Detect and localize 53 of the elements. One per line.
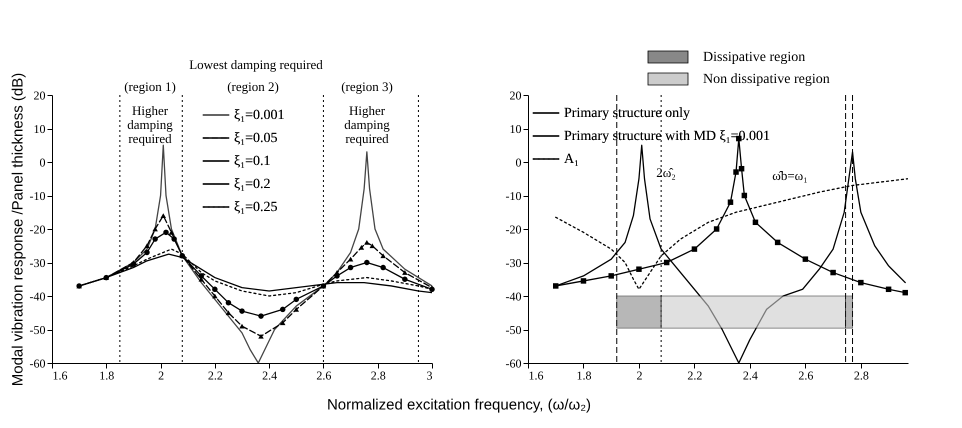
x-tick-label: 1.6 xyxy=(52,368,68,382)
x-tick-label: 1.8 xyxy=(576,368,592,382)
x-tick-label: 2.4 xyxy=(262,368,278,382)
annotation: ω̂b=ω₁ xyxy=(772,168,808,183)
y-tick-label: 10 xyxy=(34,122,46,136)
legend-label: ξ₁=0.05 xyxy=(234,131,278,146)
x-axis-title: Normalized excitation frequency, (ω/ω₂) xyxy=(326,396,592,414)
y-tick-label: 10 xyxy=(510,122,522,136)
y-tick-label: 0 xyxy=(516,156,522,170)
text: (region 2) xyxy=(227,79,279,94)
x-tick-label: 2.4 xyxy=(742,368,758,382)
x-tick-label: 2.2 xyxy=(208,368,223,382)
y-tick-label: -20 xyxy=(30,222,46,236)
y-tick-label: -50 xyxy=(30,323,46,337)
x-tick-label: 2 xyxy=(158,368,164,382)
y-tick-label: 0 xyxy=(40,156,46,170)
text: (region 1) xyxy=(124,79,176,94)
x-tick-label: 2.8 xyxy=(370,368,386,382)
x-tick-label: 2.6 xyxy=(798,368,814,382)
text: Lowest damping required xyxy=(189,57,324,72)
legend-label: ξ₁=0.1 xyxy=(234,154,271,169)
x-tick-label: 1.8 xyxy=(99,368,114,382)
legend-label: ξ₁=0.2 xyxy=(234,177,271,192)
legend-label: ξ₁=0.001 xyxy=(234,108,285,123)
legend-label: Primary structure only xyxy=(564,106,690,121)
x-tick-label: 2.6 xyxy=(316,368,332,382)
y-tick-label: -40 xyxy=(506,290,522,304)
y-tick-label: -30 xyxy=(30,256,46,270)
legend-label: Primary structure with MD ξ₁=0.001 xyxy=(564,129,770,144)
y-tick-label: -10 xyxy=(30,189,46,203)
y-tick-label: -50 xyxy=(506,323,522,337)
y-tick-label: -30 xyxy=(506,256,522,270)
legend-label: ξ₁=0.25 xyxy=(234,200,278,215)
x-tick-label: 1.6 xyxy=(528,368,544,382)
legend-label: Dissipative region xyxy=(703,50,806,65)
legend-label: Non dissipative region xyxy=(703,72,830,87)
x-tick-label: 2.2 xyxy=(687,368,702,382)
text: (region 3) xyxy=(341,79,393,94)
y-tick-label: -10 xyxy=(506,189,522,203)
x-tick-label: 2 xyxy=(636,368,642,382)
y-tick-label: -40 xyxy=(30,290,46,304)
annotation: Higher damping required xyxy=(344,103,390,146)
y-axis-title: Modal vibration response /Panel thickness (dB) xyxy=(10,72,27,386)
y-tick-label: -20 xyxy=(506,222,522,236)
y-tick-label: 20 xyxy=(34,88,46,102)
x-tick-label: 2.8 xyxy=(854,368,869,382)
y-tick-label: -60 xyxy=(30,356,46,370)
legend-label: A₁ xyxy=(564,152,579,167)
x-tick-label: 3 xyxy=(426,368,432,382)
y-tick-label: 20 xyxy=(510,88,522,102)
y-tick-label: -60 xyxy=(506,356,522,370)
annotation: Higher damping required xyxy=(127,103,174,146)
annotation: 2ω̂₂ xyxy=(656,165,676,180)
